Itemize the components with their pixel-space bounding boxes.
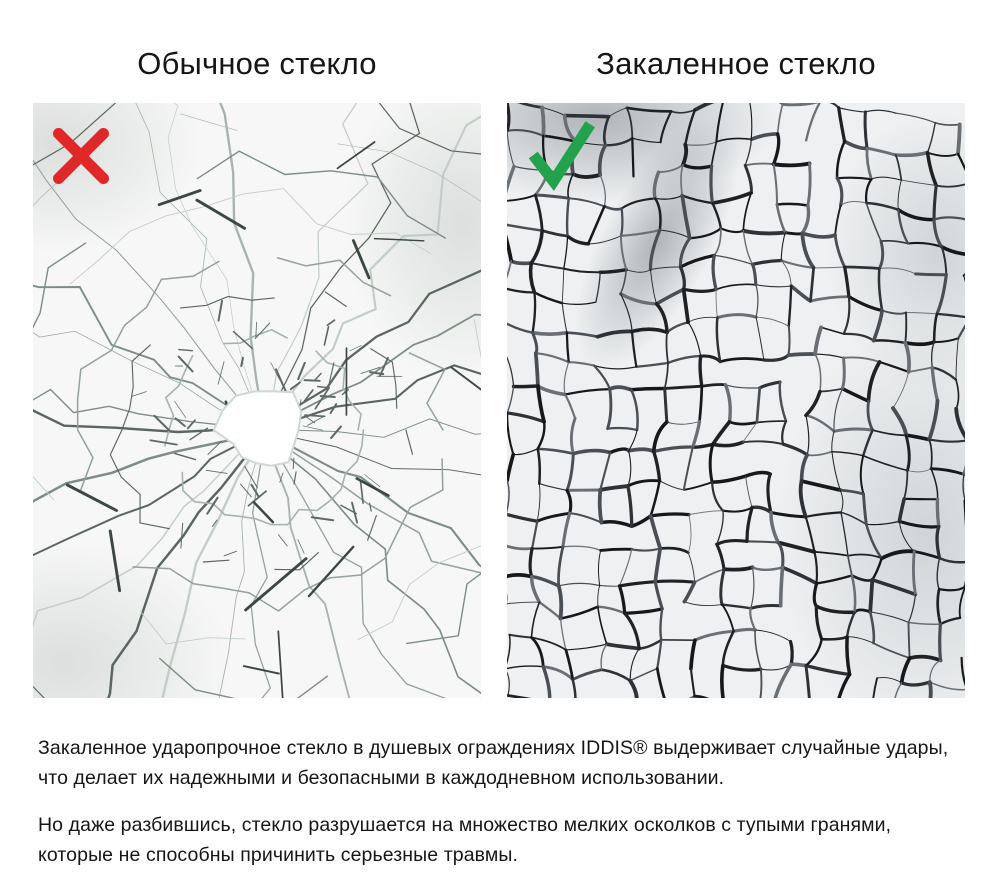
cross-icon-stroke bbox=[53, 128, 109, 184]
tempered-glass-photo bbox=[507, 103, 965, 698]
regular-glass-photo bbox=[33, 103, 481, 698]
radial-crack-texture bbox=[33, 103, 481, 698]
check-icon bbox=[528, 121, 595, 191]
description-paragraph-2: Но даже разбившись, стекло разрушается н… bbox=[38, 814, 892, 866]
tempered-glass-title: Закаленное стекло bbox=[596, 46, 876, 81]
regular-glass-title: Обычное стекло bbox=[137, 46, 377, 81]
cross-icon bbox=[53, 128, 109, 184]
shattered-mesh-texture bbox=[507, 103, 965, 698]
check-icon-stroke bbox=[528, 121, 595, 191]
description-paragraph-1: Закаленное ударопрочное стекло в душевых… bbox=[38, 737, 949, 789]
